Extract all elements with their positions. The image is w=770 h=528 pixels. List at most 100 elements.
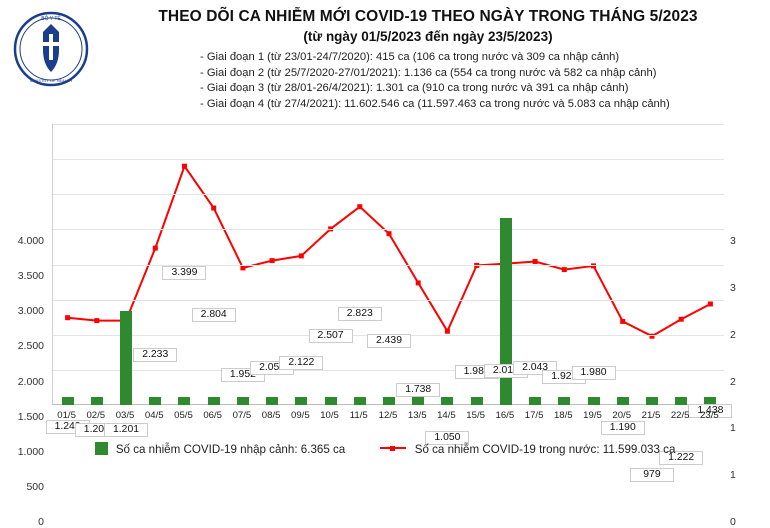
svg-text:MINISTRY OF HEALTH: MINISTRY OF HEALTH xyxy=(30,78,72,83)
x-axis-tick: 02/5 xyxy=(86,410,106,421)
bar xyxy=(675,397,688,405)
x-axis-tick: 19/5 xyxy=(583,410,602,421)
bar-value-label: - xyxy=(444,511,448,521)
line-value-label: 1.222 xyxy=(659,451,704,466)
note-line: - Giai đoạn 1 (từ 23/01-24/7/2020): 415 … xyxy=(200,51,620,63)
y-axis-left-tick: 3.500 xyxy=(17,270,44,283)
bar-value-label: - xyxy=(65,511,69,521)
notes-block: - Giai đoạn 1 (từ 23/01-24/7/2020): 415 … xyxy=(96,50,760,112)
ministry-of-health-logo: BỘ Y TẾ MINISTRY OF HEALTH xyxy=(12,10,90,88)
y-axis-left-tick: 4.000 xyxy=(17,235,44,247)
bar xyxy=(120,311,133,405)
x-axis-tick: 20/5 xyxy=(612,410,632,421)
x-axis-tick: 13/5 xyxy=(407,410,427,421)
y-axis-right-tick: 2 xyxy=(730,375,736,388)
y-axis-right-tick: 1 xyxy=(730,422,736,435)
bar xyxy=(412,397,425,405)
line-value-label: 2.507 xyxy=(308,328,353,343)
x-axis-tick: 05/5 xyxy=(174,410,193,421)
bar xyxy=(353,397,366,405)
bar-value-label: - xyxy=(298,511,302,521)
line-value-label: 2.823 xyxy=(337,306,382,321)
page-title: THEO DÕI CA NHIỄM MỚI COVID-19 THEO NGÀY… xyxy=(158,8,698,25)
bar-value-label: - xyxy=(532,511,536,521)
gridline xyxy=(53,229,724,231)
bar xyxy=(178,397,191,405)
bar xyxy=(470,397,483,405)
line-value-label: 1.438 xyxy=(688,403,733,418)
line-value-label: 3.399 xyxy=(162,266,207,281)
legend-swatch-icon xyxy=(94,442,108,455)
bar xyxy=(266,397,279,405)
line-value-label: 979 xyxy=(629,468,674,483)
note-line: - Giai đoạn 4 (từ 27/4/2021): 11.602.546… xyxy=(200,97,670,110)
x-axis-tick: 18/5 xyxy=(553,410,573,421)
x-axis-tick: 01/5 xyxy=(57,410,76,421)
x-axis-tick: 06/5 xyxy=(203,410,223,421)
y-axis-right-tick: 0 xyxy=(730,516,736,528)
y-axis-right-tick: 3 xyxy=(730,281,736,294)
bar-value-label: - xyxy=(328,511,332,521)
line-value-label: 2.804 xyxy=(191,308,236,323)
bar xyxy=(645,397,658,405)
y-axis-left-tick: 2.000 xyxy=(17,375,44,388)
bar-value-label: - xyxy=(415,511,419,521)
x-axis-tick: 23/5 xyxy=(700,410,719,421)
line-value-label: 1.980 xyxy=(571,365,616,380)
bar xyxy=(704,397,717,405)
y-axis-right-tick: 3 xyxy=(730,235,736,247)
bar xyxy=(441,397,454,405)
y-axis-right-tick: 1 xyxy=(730,469,736,482)
gridline xyxy=(53,194,724,196)
x-axis-tick: 11/5 xyxy=(349,410,368,421)
svg-text:BỘ Y TẾ: BỘ Y TẾ xyxy=(41,15,61,22)
bar-value-label: - xyxy=(678,511,682,521)
x-axis-tick: 21/5 xyxy=(641,410,661,421)
bar-value-label: - xyxy=(152,511,156,521)
bar xyxy=(295,397,308,405)
x-axis-tick: 09/5 xyxy=(291,410,310,421)
bar-value-label: - xyxy=(591,511,595,521)
bar xyxy=(236,397,249,405)
y-axis-right-tick: 2 xyxy=(730,328,736,341)
bar-value-label: - xyxy=(181,511,185,521)
gridline xyxy=(53,264,724,266)
line-series-domestic xyxy=(65,163,713,339)
bar-value-label: - xyxy=(211,511,215,521)
bar-value-label: - xyxy=(240,511,244,521)
line-value-label: 1.050 xyxy=(425,431,470,446)
legend-label-line: Số ca nhiễm COVID-19 trong nước: 11.599.… xyxy=(414,443,676,456)
y-axis-left-tick: 3.000 xyxy=(17,305,44,318)
bar-value-label: 1 xyxy=(122,511,128,521)
bar xyxy=(90,397,103,405)
x-axis-tick: 10/5 xyxy=(320,410,339,421)
legend-label-bar: Số ca nhiễm COVID-19 nhập cảnh: 6.365 ca xyxy=(115,443,346,456)
x-axis-tick: 17/5 xyxy=(524,410,544,421)
gridline xyxy=(53,369,724,371)
x-axis-tick: 07/5 xyxy=(232,410,252,421)
chart-area: 0 500 1.000 1.500 2.000 2.500 3.000 3.500 4.000 0… xyxy=(0,118,770,528)
bar xyxy=(616,397,629,405)
bar-value-label: - xyxy=(620,511,624,521)
note-line: - Giai đoạn 2 (từ 25/7/2020-27/01/2021):… xyxy=(200,66,657,79)
bar xyxy=(499,217,512,405)
gridline xyxy=(53,299,724,301)
bar-value-label: - xyxy=(561,511,565,521)
line-value-label: 2.233 xyxy=(133,348,178,363)
bar xyxy=(61,397,74,405)
chart-header: THEO DÕI CA NHIỄM MỚI COVID-19 THEO NGÀY… xyxy=(96,8,760,112)
plot-region xyxy=(52,124,724,405)
bar xyxy=(324,397,337,405)
bar xyxy=(529,397,542,405)
x-axis-tick: 03/5 xyxy=(115,410,135,421)
x-axis-tick: 14/5 xyxy=(437,410,456,421)
bar-value-label: - xyxy=(649,511,653,521)
x-axis-tick: 08/5 xyxy=(261,410,281,421)
line-value-label: 1.190 xyxy=(600,421,645,436)
y-axis-left-tick: 2.500 xyxy=(17,340,44,353)
x-axis-tick: 22/5 xyxy=(670,410,690,421)
y-axis-left-tick: 1.500 xyxy=(17,410,44,423)
bar xyxy=(587,397,600,405)
y-axis-left-tick: 1.000 xyxy=(17,445,44,458)
line-value-label: 1.201 xyxy=(104,422,149,437)
